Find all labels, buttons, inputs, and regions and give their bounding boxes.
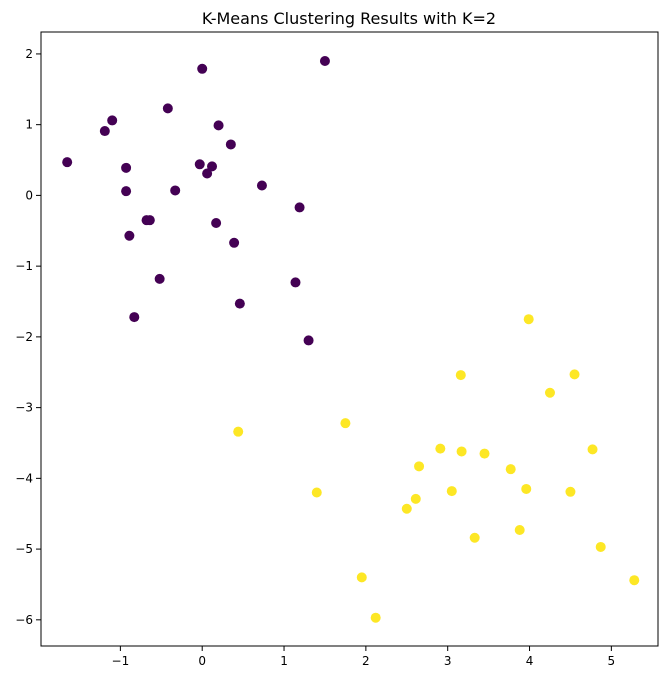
data-point-cluster-1	[565, 486, 576, 497]
x-tick-label: 2	[362, 654, 370, 668]
x-tick-label: 1	[280, 654, 288, 668]
y-tick-label: −3	[15, 401, 33, 415]
data-point-cluster-0	[213, 120, 224, 131]
y-axis: 2 1 0 −1 −2 −3 −4 −5 −6	[15, 47, 41, 627]
data-points	[62, 56, 640, 623]
data-point-cluster-1	[401, 503, 412, 514]
data-point-cluster-1	[233, 426, 244, 437]
data-point-cluster-0	[162, 103, 173, 114]
data-point-cluster-1	[569, 369, 580, 380]
data-point-cluster-0	[319, 56, 330, 67]
data-point-cluster-1	[410, 493, 421, 504]
data-point-cluster-1	[544, 387, 555, 398]
data-point-cluster-0	[62, 157, 73, 168]
data-point-cluster-1	[479, 448, 490, 459]
data-point-cluster-1	[340, 418, 351, 429]
data-point-cluster-0	[234, 298, 245, 309]
data-point-cluster-1	[629, 575, 640, 586]
data-point-cluster-1	[523, 314, 534, 325]
data-point-cluster-0	[229, 237, 240, 248]
data-point-cluster-0	[170, 185, 181, 196]
data-point-cluster-1	[455, 370, 466, 381]
data-point-cluster-1	[446, 486, 457, 497]
data-point-cluster-1	[356, 572, 367, 583]
y-tick-label: 0	[25, 188, 33, 202]
data-point-cluster-0	[121, 186, 132, 197]
data-point-cluster-0	[202, 168, 213, 179]
y-tick-label: 1	[25, 118, 33, 132]
data-point-cluster-1	[521, 483, 532, 494]
data-point-cluster-1	[595, 541, 606, 552]
plot-frame	[40, 31, 659, 647]
data-point-cluster-0	[129, 312, 140, 323]
y-tick-label: 2	[25, 47, 33, 61]
data-point-cluster-0	[211, 217, 222, 228]
x-tick-label: −1	[112, 654, 130, 668]
data-point-cluster-0	[303, 335, 314, 346]
x-tick-label: 5	[608, 654, 616, 668]
data-point-cluster-1	[435, 443, 446, 454]
chart-title: K-Means Clustering Results with K=2	[202, 9, 496, 28]
data-point-cluster-1	[370, 612, 381, 623]
data-point-cluster-1	[414, 461, 425, 472]
data-point-cluster-0	[207, 161, 218, 172]
y-tick-label: −1	[15, 259, 33, 273]
data-point-cluster-0	[144, 215, 155, 226]
y-tick-label: −4	[15, 471, 33, 485]
data-point-cluster-0	[256, 180, 267, 191]
data-point-cluster-1	[469, 532, 480, 543]
data-point-cluster-0	[294, 202, 305, 213]
data-point-cluster-0	[107, 115, 118, 126]
y-tick-label: −6	[15, 613, 33, 627]
x-tick-label: 3	[444, 654, 452, 668]
data-point-cluster-1	[514, 524, 525, 535]
y-tick-label: −2	[15, 330, 33, 344]
data-point-cluster-0	[99, 126, 110, 137]
data-point-cluster-1	[587, 444, 598, 455]
y-tick-label: −5	[15, 542, 33, 556]
data-point-cluster-0	[290, 277, 301, 288]
data-point-cluster-0	[194, 159, 205, 170]
data-point-cluster-0	[197, 63, 208, 74]
x-tick-label: 0	[198, 654, 206, 668]
data-point-cluster-0	[154, 273, 165, 284]
data-point-cluster-0	[124, 230, 135, 241]
data-point-cluster-0	[121, 162, 132, 173]
data-point-cluster-0	[225, 139, 236, 150]
data-point-cluster-1	[456, 446, 467, 457]
x-tick-label: 4	[526, 654, 534, 668]
x-axis: −1 0 1 2 3 4 5	[112, 646, 616, 668]
data-point-cluster-1	[505, 464, 516, 475]
data-point-cluster-1	[311, 487, 322, 498]
